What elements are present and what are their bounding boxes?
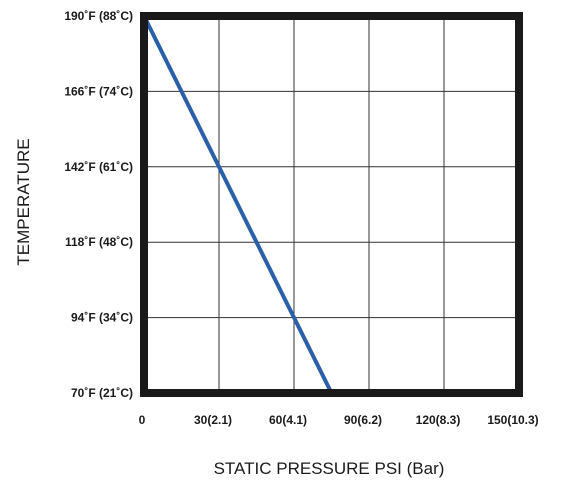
y-tick-label: 142˚F (61˚C) — [64, 160, 133, 174]
series-line — [142, 15, 334, 394]
y-tick-label: 166˚F (74˚C) — [64, 84, 133, 98]
x-tick-label: 30(2.1) — [194, 413, 232, 427]
x-tick-label: 120(8.3) — [416, 413, 461, 427]
x-tick-label: 60(4.1) — [269, 413, 307, 427]
y-tick-label: 190˚F (88˚C) — [64, 9, 133, 23]
y-tick-label: 118˚F (48˚C) — [65, 235, 133, 249]
x-tick-label: 90(6.2) — [344, 413, 382, 427]
y-tick-label: 70˚F (21˚C) — [71, 386, 133, 400]
plot-frame — [140, 12, 523, 397]
grid-lines — [144, 16, 519, 393]
y-tick-label: 94˚F (34˚C) — [71, 311, 133, 325]
y-axis-title: TEMPERATURE — [14, 138, 33, 265]
plot-background — [144, 16, 519, 393]
x-tick-label: 150(10.3) — [487, 413, 538, 427]
x-axis-title: STATIC PRESSURE PSI (Bar) — [214, 459, 445, 478]
x-tick-label: 0 — [139, 413, 146, 427]
series-layer — [142, 15, 334, 394]
tick-labels: 0 30(2.1) 60(4.1) 90(6.2) 120(8.3) 150(10.3) 7… — [64, 9, 538, 427]
